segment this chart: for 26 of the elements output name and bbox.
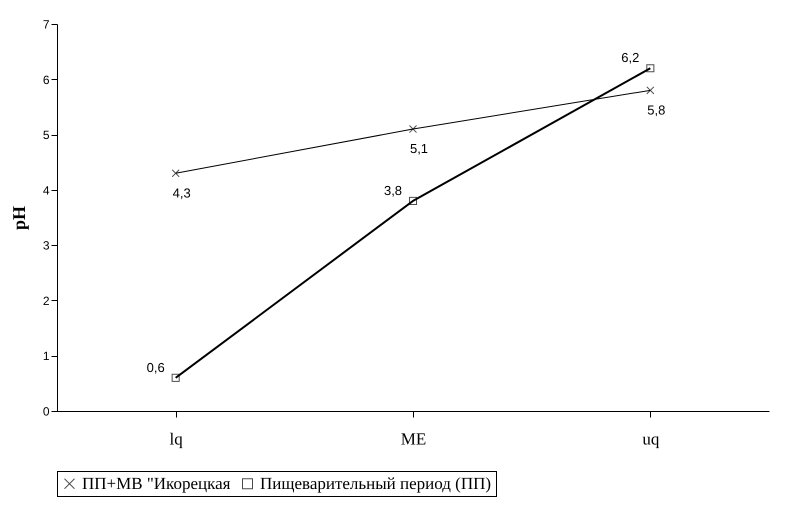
point [646, 86, 654, 94]
y-tick-label: 4 [42, 183, 50, 198]
data-label: 6,2 [621, 50, 640, 66]
point [172, 169, 180, 178]
y-axis-title: pH [8, 206, 29, 230]
y-tick-label: 3 [42, 238, 50, 253]
data-label: 5,1 [410, 141, 428, 156]
data-label: 4,3 [172, 185, 191, 200]
y-tick-label: 0 [42, 404, 50, 418]
data-label: 5,8 [647, 102, 666, 118]
y-tick-label: 1 [42, 349, 50, 364]
x-tick-label: ME [400, 430, 426, 448]
x-tick-label: lq [170, 430, 184, 448]
y-tick-label: 7 [42, 18, 50, 32]
point [172, 374, 180, 382]
y-tick-label: 5 [42, 128, 50, 142]
y-tick-label: 2 [42, 294, 50, 308]
legend-label: Пищеварительный период (ПП) [260, 474, 492, 493]
point [408, 125, 418, 134]
data-label: 3,8 [384, 182, 402, 198]
data-label: 0,6 [146, 360, 165, 375]
y-tick-label: 6 [42, 72, 50, 87]
legend-label: ПП+МВ "Икорецкая [82, 474, 231, 493]
point [408, 196, 418, 205]
x-tick-label: uq [642, 430, 660, 448]
point [646, 64, 654, 72]
